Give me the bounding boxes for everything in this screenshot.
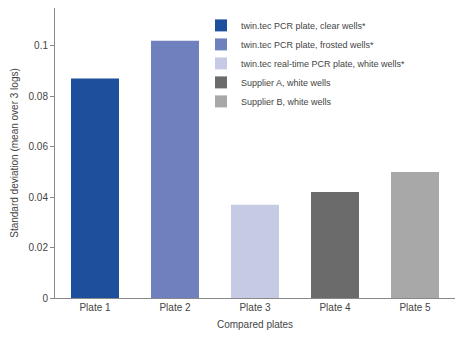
svg-text:0: 0: [42, 293, 48, 304]
svg-text:Plate 1: Plate 1: [79, 302, 111, 313]
svg-text:0.02: 0.02: [29, 242, 49, 253]
svg-text:Standard deviation (mean over: Standard deviation (mean over 3 logs): [9, 68, 20, 238]
svg-text:Plate 5: Plate 5: [399, 302, 431, 313]
svg-text:Plate 3: Plate 3: [239, 302, 271, 313]
svg-text:twin.tec PCR plate, clear well: twin.tec PCR plate, clear wells*: [241, 21, 366, 31]
svg-text:twin.tec PCR plate, frosted we: twin.tec PCR plate, frosted wells*: [241, 40, 374, 50]
svg-text:Supplier A, white wells: Supplier A, white wells: [241, 78, 331, 88]
svg-text:Plate 2: Plate 2: [159, 302, 191, 313]
svg-text:0.06: 0.06: [29, 141, 49, 152]
svg-text:0.1: 0.1: [34, 40, 48, 51]
svg-text:twin.tec real-time PCR plate,: twin.tec real-time PCR plate, white well…: [241, 59, 405, 69]
svg-text:Supplier B, white wells: Supplier B, white wells: [241, 97, 332, 107]
svg-text:0.08: 0.08: [29, 91, 49, 102]
svg-text:0.04: 0.04: [29, 192, 49, 203]
svg-text:Compared plates: Compared plates: [217, 319, 293, 330]
svg-text:Plate 4: Plate 4: [319, 302, 351, 313]
